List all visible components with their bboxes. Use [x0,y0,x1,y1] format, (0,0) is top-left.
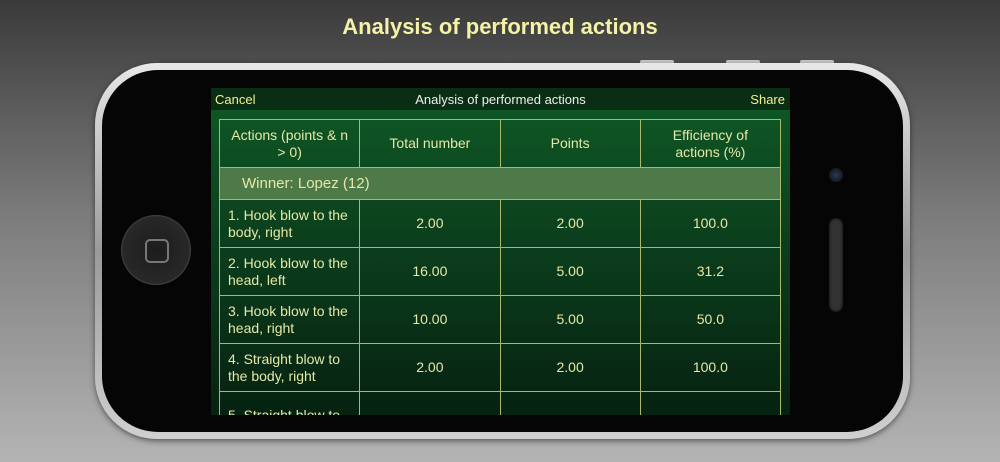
value-cell: 31.2 [639,247,782,296]
power-button [800,60,834,64]
column-header: Actions (points & n > 0) [218,119,361,168]
table-row: 5. Straight blow to [218,391,782,415]
table-row: 1. Hook blow to the body, right 2.00 2.00 1… [218,199,782,248]
header-row: Actions (points & n > 0) Total number Poin… [218,119,782,168]
value-cell: 16.00 [359,247,501,296]
column-header: Points [499,119,641,168]
value-cell: 5.00 [499,295,641,344]
share-button[interactable]: Share [750,92,785,107]
volume-button [726,60,760,64]
table-row: 4. Straight blow to the body, right 2.00 2… [218,343,782,392]
value-cell [639,391,782,415]
value-cell [359,391,501,415]
table-row: 2. Hook blow to the head, left 16.00 5.00 3… [218,247,782,296]
action-cell: 1. Hook blow to the body, right [218,199,361,248]
page-title: Analysis of performed actions [342,14,658,39]
cancel-button[interactable]: Cancel [215,92,256,107]
value-cell: 5.00 [499,247,641,296]
home-button [121,215,191,285]
action-cell: 2. Hook blow to the head, left [218,247,361,296]
screen: Cancel Analysis of performed actions Sha… [211,88,790,415]
value-cell: 50.0 [639,295,782,344]
speaker [829,218,843,312]
column-header: Efficiency of actions (%) [639,119,782,168]
value-cell: 2.00 [499,199,641,248]
analysis-table: Actions (points & n > 0) Total number Poin… [218,119,782,415]
value-cell: 10.00 [359,295,501,344]
value-cell [499,391,641,415]
nav-bar: Cancel Analysis of performed actions Sha… [211,88,790,110]
action-cell: 4. Straight blow to the body, right [218,343,361,392]
value-cell: 2.00 [499,343,641,392]
table-row: 3. Hook blow to the head, right 10.00 5.00… [218,295,782,344]
camera [829,168,843,182]
value-cell: 100.0 [639,343,782,392]
action-cell: 5. Straight blow to [218,391,361,415]
value-cell: 100.0 [639,199,782,248]
group-label: Winner: Lopez (12) [219,167,781,200]
value-cell: 2.00 [359,343,501,392]
volume-button [640,60,674,64]
group-row: Winner: Lopez (12) [219,167,781,200]
nav-title: Analysis of performed actions [415,92,586,107]
action-cell: 3. Hook blow to the head, right [218,295,361,344]
value-cell: 2.00 [359,199,501,248]
column-header: Total number [359,119,501,168]
